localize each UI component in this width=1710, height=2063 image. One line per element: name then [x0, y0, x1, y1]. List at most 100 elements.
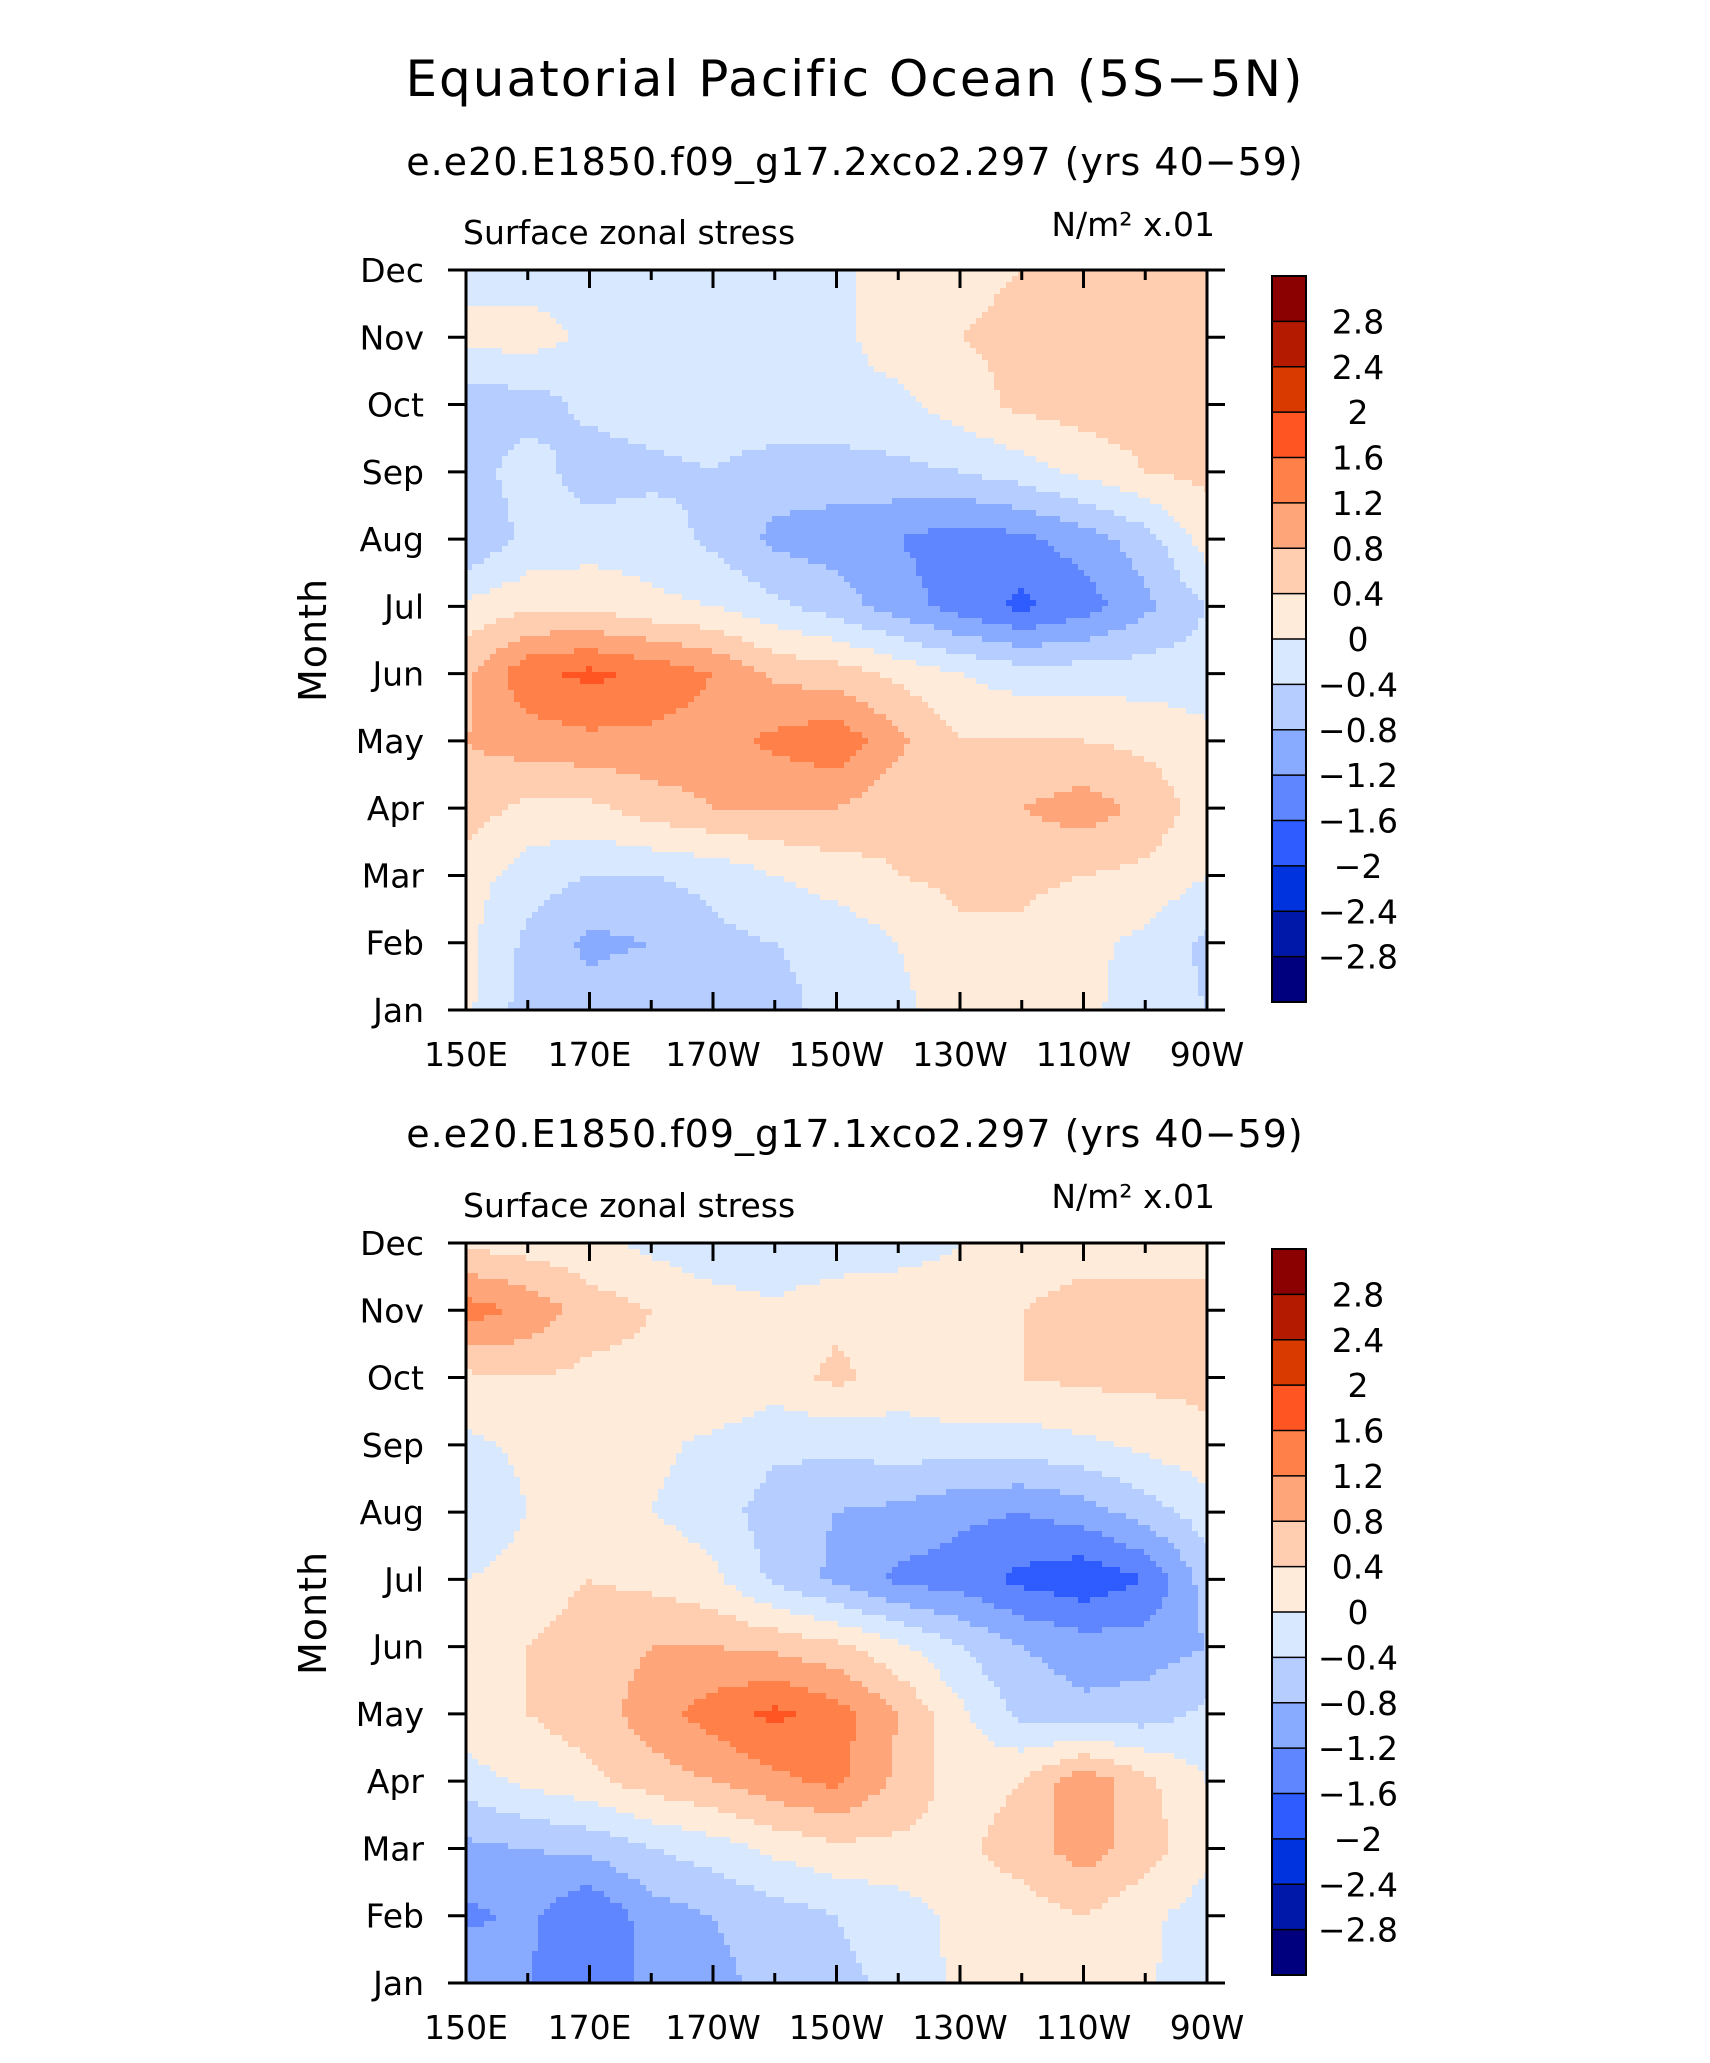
contour-cell — [904, 306, 911, 313]
contour-cell — [730, 288, 737, 295]
contour-cell — [874, 306, 881, 313]
contour-cell — [670, 312, 677, 319]
contour-cell — [1150, 288, 1157, 295]
contour-cell — [472, 330, 479, 337]
contour-cell — [1174, 336, 1181, 343]
contour-cell — [622, 282, 629, 289]
contour-cell — [718, 324, 725, 331]
contour-cell — [808, 300, 815, 307]
contour-cell — [982, 318, 989, 325]
contour-cell — [1186, 318, 1193, 325]
contour-cell — [622, 276, 629, 283]
contour-cell — [1132, 288, 1139, 295]
contour-cell — [1018, 300, 1025, 307]
contour-cell — [508, 330, 515, 337]
contour-cell — [868, 318, 875, 325]
contour-cell — [1006, 282, 1013, 289]
contour-cell — [748, 336, 755, 343]
contour-cell — [1006, 300, 1013, 307]
contour-cell — [976, 330, 983, 337]
contour-cell — [1018, 306, 1025, 313]
contour-cell — [508, 294, 515, 301]
contour-cell — [760, 276, 767, 283]
contour-cell — [1030, 312, 1037, 319]
contour-cell — [1174, 276, 1181, 283]
contour-cell — [586, 324, 593, 331]
contour-cell — [1120, 330, 1127, 337]
contour-cell — [1150, 300, 1157, 307]
contour-cell — [634, 282, 641, 289]
contour-cell — [844, 276, 851, 283]
contour-cell — [832, 294, 839, 301]
contour-cell — [1078, 288, 1085, 295]
panel-title: e.e20.E1850.f09_g17.2xco2.297 (yrs 40−59… — [406, 140, 1304, 184]
contour-cell — [910, 318, 917, 325]
contour-cell — [1102, 294, 1109, 301]
contour-cell — [688, 288, 695, 295]
contour-cell — [862, 324, 869, 331]
contour-cell — [928, 306, 935, 313]
contour-cell — [964, 324, 971, 331]
contour-cell — [1036, 324, 1043, 331]
contour-cell — [532, 276, 539, 283]
contour-cell — [790, 294, 797, 301]
contour-cell — [724, 318, 731, 325]
contour-cell — [826, 330, 833, 337]
contour-cell — [976, 318, 983, 325]
contour-cell — [1186, 336, 1193, 343]
contour-cell — [808, 318, 815, 325]
contour-cell — [616, 330, 623, 337]
contour-cell — [940, 276, 947, 283]
contour-cell — [748, 306, 755, 313]
contour-cell — [1030, 324, 1037, 331]
contour-cell — [922, 288, 929, 295]
contour-cell — [562, 324, 569, 331]
contour-cell — [1078, 300, 1085, 307]
contour-cell — [802, 282, 809, 289]
contour-cell — [712, 336, 719, 343]
contour-cell — [538, 294, 545, 301]
contour-cell — [586, 300, 593, 307]
contour-cell — [1126, 324, 1133, 331]
contour-cell — [520, 276, 527, 283]
contour-cell — [562, 318, 569, 325]
contour-cell — [1030, 294, 1037, 301]
contour-cell — [598, 318, 605, 325]
contour-cell — [760, 312, 767, 319]
contour-cell — [598, 282, 605, 289]
contour-cell — [742, 306, 749, 313]
contour-cell — [580, 330, 587, 337]
contour-cell — [538, 306, 545, 313]
contour-cell — [1072, 300, 1079, 307]
contour-cell — [1120, 282, 1127, 289]
contour-cell — [544, 300, 551, 307]
contour-cell — [664, 276, 671, 283]
contour-cell — [952, 312, 959, 319]
contour-cell — [826, 324, 833, 331]
contour-cell — [610, 330, 617, 337]
contour-cell — [490, 342, 497, 349]
contour-cell — [484, 318, 491, 325]
contour-cell — [568, 336, 575, 343]
contour-cell — [1084, 288, 1091, 295]
contour-cell — [484, 336, 491, 343]
contour-cell — [562, 294, 569, 301]
contour-cell — [1126, 318, 1133, 325]
contour-cell — [562, 282, 569, 289]
contour-cell — [1012, 294, 1019, 301]
contour-cell — [520, 294, 527, 301]
main-title: Equatorial Pacific Ocean (5S−5N) — [405, 50, 1304, 108]
contour-cell — [1012, 336, 1019, 343]
contour-cell — [616, 282, 623, 289]
contour-cell — [1048, 324, 1055, 331]
contour-cell — [1108, 282, 1115, 289]
contour-cell — [496, 312, 503, 319]
contour-cell — [1042, 276, 1049, 283]
contour-cell — [766, 282, 773, 289]
contour-cell — [766, 330, 773, 337]
contour-cell — [1048, 306, 1055, 313]
contour-cell — [730, 300, 737, 307]
contour-cell — [538, 336, 545, 343]
contour-cell — [886, 318, 893, 325]
contour-cell — [724, 300, 731, 307]
